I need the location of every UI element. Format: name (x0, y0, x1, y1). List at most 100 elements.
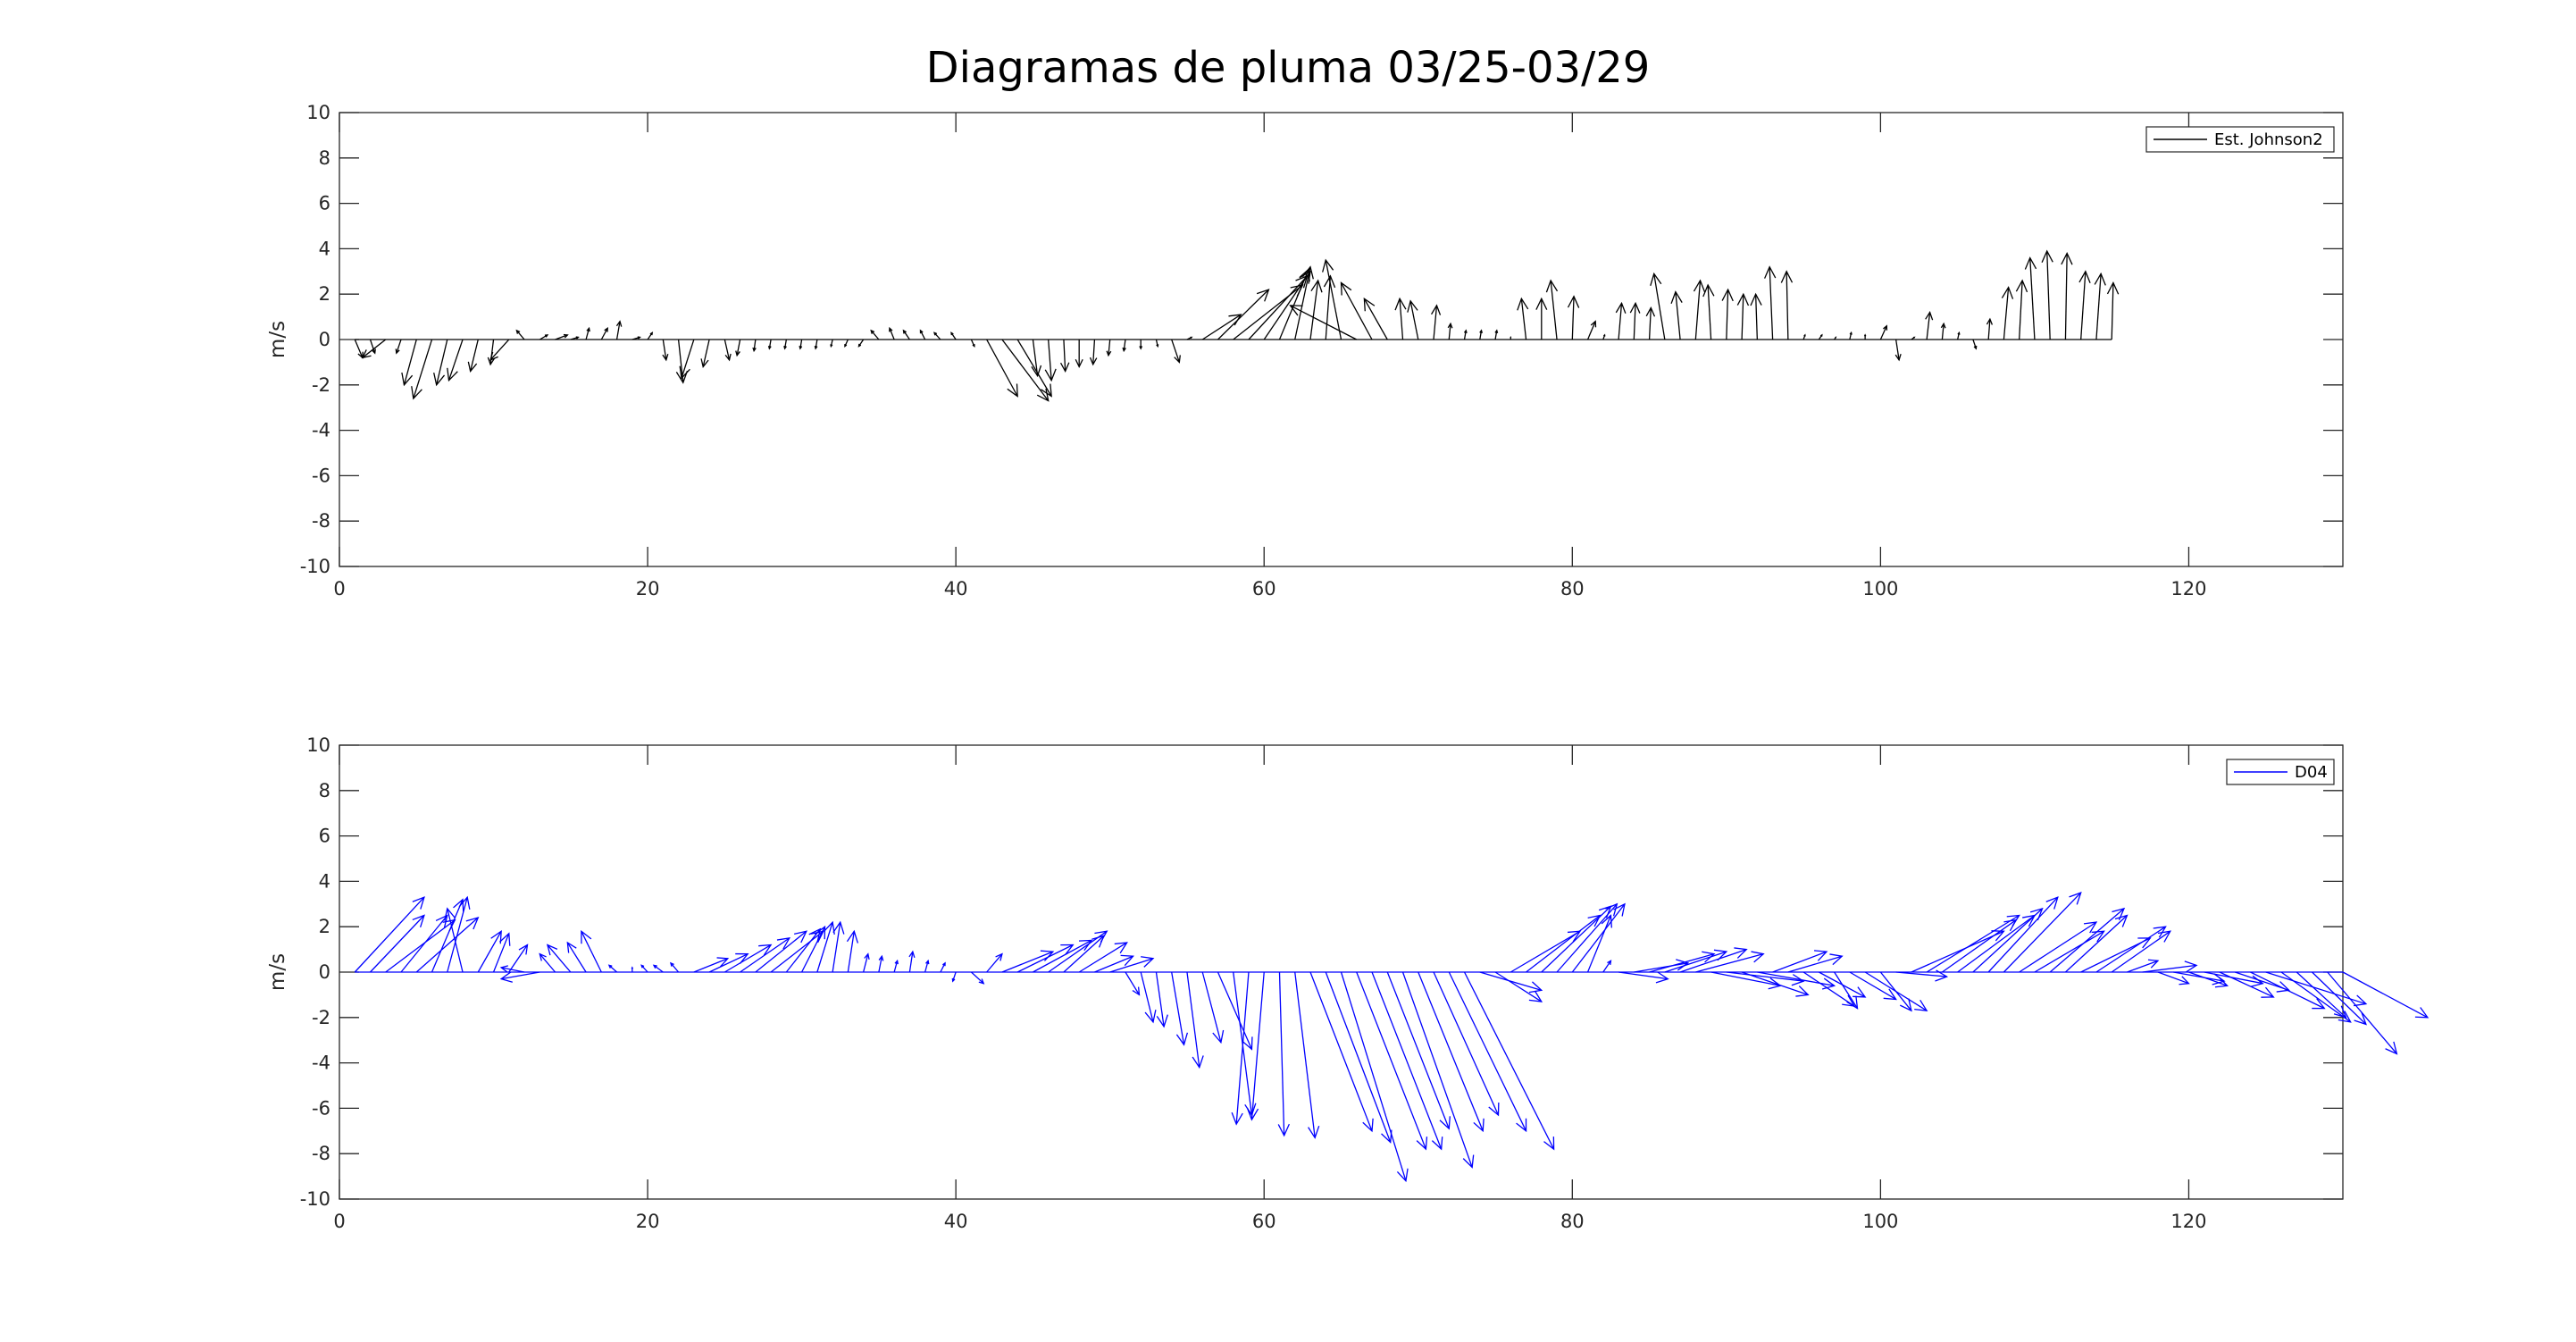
plume-arrow (889, 326, 895, 340)
plume-arrow (1649, 951, 1716, 973)
plume-arrow (1418, 971, 1485, 1133)
plume-arrow (1016, 339, 1052, 398)
plume-arrow (1356, 971, 1428, 1151)
plume-arrow (581, 929, 602, 973)
x-tick-label: 40 (944, 1211, 968, 1232)
plume-arrow (1702, 283, 1715, 340)
y-tick-label: 8 (319, 780, 330, 801)
plume-arrow (2019, 921, 2098, 973)
plume-arrow (1294, 265, 1314, 340)
plume-arrow (566, 941, 587, 973)
plume-arrow (863, 952, 870, 973)
plume-arrow (2003, 892, 2082, 973)
plume-arrow (919, 329, 926, 340)
x-tick-label: 20 (636, 578, 660, 600)
y-axis-label: m/s (266, 953, 289, 991)
plume-arrow (401, 339, 417, 387)
x-tick-label: 100 (1862, 1211, 1898, 1232)
x-tick-label: 60 (1252, 1211, 1276, 1232)
plume-arrow (1586, 320, 1597, 340)
plume-arrow (1139, 340, 1143, 350)
plume-arrow (878, 954, 884, 973)
plume-arrow (477, 929, 502, 973)
plume-arrow (1618, 971, 1669, 984)
plume-arrow (1736, 292, 1750, 340)
plume-arrow (1772, 950, 1828, 973)
plume-arrow (1629, 301, 1641, 340)
y-tick-label: -6 (312, 465, 330, 486)
plume-arrow (1309, 971, 1374, 1133)
plume-arrow (1340, 281, 1373, 340)
plume-arrow (570, 336, 580, 340)
y-tick-label: -4 (312, 1053, 330, 1074)
plume-arrow (870, 329, 880, 340)
plume-arrow (508, 944, 529, 973)
plume-arrow (908, 950, 916, 973)
plume-arrow (1895, 969, 1949, 982)
plume-arrow (1463, 971, 1555, 1151)
plume-arrow (2342, 971, 2430, 1019)
plume-arrow (1016, 944, 1075, 973)
plume-arrow (492, 932, 511, 973)
plume-arrow (1986, 317, 1994, 340)
plume-arrow (431, 898, 464, 973)
plume-arrow (755, 930, 807, 973)
plume-arrow (770, 930, 824, 973)
plume-arrow (2280, 971, 2352, 1023)
plume-arrow (1494, 971, 1543, 1002)
plume-arrow (615, 320, 623, 340)
plume-arrow (631, 336, 641, 340)
y-tick-label: 4 (319, 870, 330, 892)
y-tick-label: 10 (306, 734, 330, 756)
plume-arrow (1122, 339, 1126, 353)
plume-arrow (1940, 322, 1946, 340)
plume-arrow (970, 339, 975, 348)
plume-arrow (489, 339, 510, 361)
plume-arrow (415, 917, 480, 973)
plume-arrow (1431, 304, 1442, 340)
plume-arrow (2142, 960, 2198, 973)
plume-arrow (1363, 297, 1388, 340)
plume-arrow (1289, 305, 1358, 340)
plume-arrow (1407, 299, 1419, 340)
plume-arrow (801, 925, 826, 973)
plume-arrow (693, 957, 730, 973)
plume-arrow (2204, 971, 2264, 987)
plume-arrow (2188, 971, 2229, 988)
plume-arrow (785, 927, 822, 973)
plume-arrow (447, 895, 471, 973)
plume-arrow (555, 333, 569, 340)
y-tick-label: -8 (312, 510, 330, 532)
plume-arrow (411, 339, 433, 400)
plume-arrow (1911, 336, 1916, 340)
y-axis-label: m/s (266, 321, 289, 358)
plume-arrow (631, 966, 634, 972)
plume-arrow (846, 929, 859, 973)
plume-arrow (662, 339, 669, 362)
plume-arrow (1294, 971, 1320, 1139)
plume-arrow (370, 914, 425, 973)
x-tick-label: 0 (333, 1211, 345, 1232)
plume-arrow (700, 339, 710, 368)
y-tick-label: 0 (319, 961, 330, 983)
plume-arrow (669, 961, 680, 973)
plume-arrow (1834, 971, 1859, 1010)
plume-arrow (1650, 272, 1666, 340)
plume-arrow (1171, 971, 1189, 1046)
legend: D04 (2226, 759, 2335, 785)
plume-arrow (752, 339, 757, 353)
plume-arrow (1957, 331, 1961, 340)
plume-arrow (640, 964, 648, 973)
y-tick-label: -10 (300, 556, 330, 577)
plume-arrow (546, 944, 572, 973)
plume-arrow (1447, 322, 1453, 340)
plume-arrow (354, 896, 425, 973)
plume-arrow (1217, 971, 1253, 1051)
plume-arrow (1517, 297, 1529, 340)
plume-arrow (1155, 971, 1168, 1028)
plume-arrow (1494, 329, 1499, 340)
plume-arrow (2219, 971, 2275, 998)
plume-arrow (1448, 971, 1527, 1133)
plume-arrow (1479, 971, 1543, 994)
